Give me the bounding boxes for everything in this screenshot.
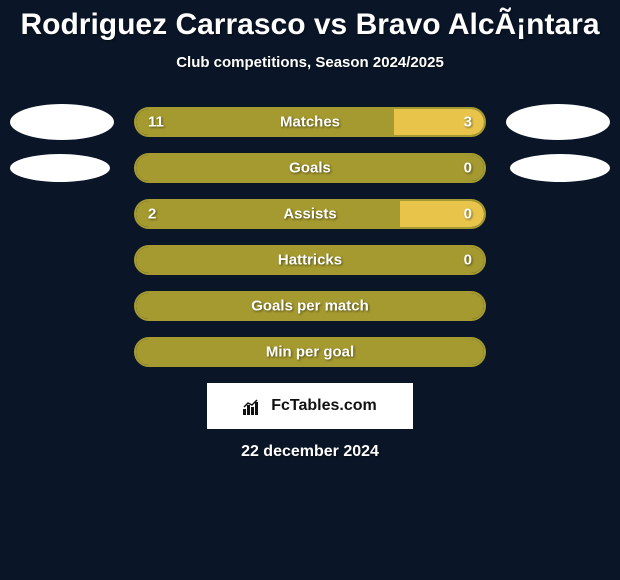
- stat-value-left: 2: [148, 206, 156, 223]
- stat-label: Hattricks: [278, 252, 342, 269]
- stat-row: Assists 2 0: [0, 191, 620, 237]
- stat-row: Goals per match: [0, 283, 620, 329]
- chart-icon: [243, 397, 265, 415]
- player-avatar-left: [10, 104, 114, 140]
- stats-area: Matches113Goals0Assists20Hattricks0Goals…: [0, 99, 620, 375]
- stat-label: Goals per match: [251, 298, 369, 315]
- player-avatar-right: [506, 104, 610, 140]
- stat-label: Matches: [280, 114, 340, 131]
- stat-row: Hattricks 0: [0, 237, 620, 283]
- page-subtitle: Club competitions, Season 2024/2025: [0, 54, 620, 71]
- bar-left: [136, 109, 394, 135]
- stat-value-left: 11: [148, 114, 164, 131]
- stat-row: Matches 11 3: [0, 99, 620, 145]
- date-line: 22 december 2024: [0, 443, 620, 461]
- player-avatar-left: [10, 154, 110, 182]
- stat-label: Goals: [289, 160, 331, 177]
- player-avatar-right: [510, 154, 610, 182]
- stat-bar: Hattricks 0: [134, 245, 486, 275]
- bar-left: [136, 201, 400, 227]
- stat-value-right: 0: [464, 206, 472, 223]
- page-title: Rodriguez Carrasco vs Bravo AlcÃ¡ntara: [0, 0, 620, 42]
- stat-bar: Goals 0: [134, 153, 486, 183]
- stat-bar: Assists 2 0: [134, 199, 486, 229]
- stat-value-right: 0: [464, 252, 472, 269]
- stat-label: Min per goal: [266, 344, 354, 361]
- brand-box: FcTables.com: [207, 383, 413, 429]
- stat-bar: Min per goal: [134, 337, 486, 367]
- brand-text: FcTables.com: [271, 397, 377, 415]
- stat-bar: Matches 11 3: [134, 107, 486, 137]
- stat-bar: Goals per match: [134, 291, 486, 321]
- stat-row: Goals 0: [0, 145, 620, 191]
- stat-label: Assists: [283, 206, 336, 223]
- stat-row: Min per goal: [0, 329, 620, 375]
- stat-value-right: 0: [464, 160, 472, 177]
- stat-value-right: 3: [464, 114, 472, 131]
